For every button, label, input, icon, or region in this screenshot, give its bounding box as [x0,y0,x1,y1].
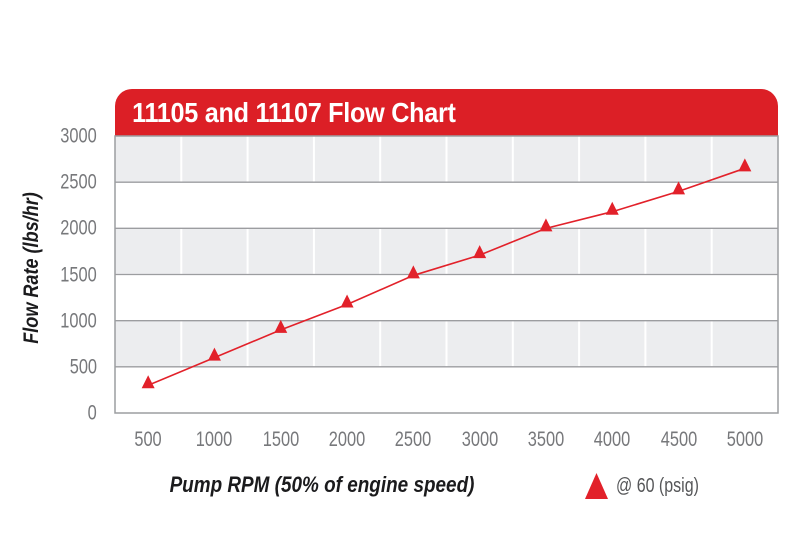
plot-border [114,135,779,414]
chart-title: 11105 and 11107 Flow Chart [132,96,456,128]
data-point-marker [274,319,288,333]
x-axis-tick-label: 500 [134,428,162,451]
x-axis-tick-label: 5000 [726,428,764,451]
data-point-marker [539,218,553,232]
data-point-marker [672,181,686,195]
x-axis-tick-label: 3500 [527,428,565,451]
y-axis-title: Flow Rate (lbs/hr) [20,192,43,344]
y-axis-tick-label: 3000 [60,124,97,148]
x-axis-tick-label: 1500 [262,428,299,451]
data-point-marker [473,245,487,259]
y-axis-tick-label: 2000 [60,216,97,240]
data-line [147,167,746,387]
chart-title-banner: 11105 and 11107 Flow Chart [115,89,778,136]
data-point-marker [605,201,619,215]
y-axis-tick-label: 1500 [60,263,97,286]
x-axis-tick-label: 2500 [395,428,432,451]
chart-legend: @ 60 (psig) [585,473,720,499]
legend-label: @ 60 (psig) [616,474,699,497]
data-point-marker [340,294,354,308]
x-axis-tick-label: 1000 [196,428,233,451]
data-point-marker [406,265,420,279]
x-axis-tick-label: 4500 [660,428,697,451]
x-axis-tick-label: 4000 [594,428,631,451]
y-axis-tick-label: 500 [69,355,97,379]
data-point-marker [738,158,752,172]
y-axis-tick-label: 0 [87,401,97,425]
x-axis-tick-label: 2000 [328,428,366,451]
data-point-marker [141,375,155,389]
y-axis-tick-label: 1000 [60,309,97,333]
data-point-marker [207,347,221,361]
x-axis-title: Pump RPM (50% of engine speed) [169,472,475,497]
x-axis-tick-label: 3000 [461,428,498,451]
triangle-up-icon [585,473,608,499]
y-axis-tick-label: 2500 [60,170,97,194]
